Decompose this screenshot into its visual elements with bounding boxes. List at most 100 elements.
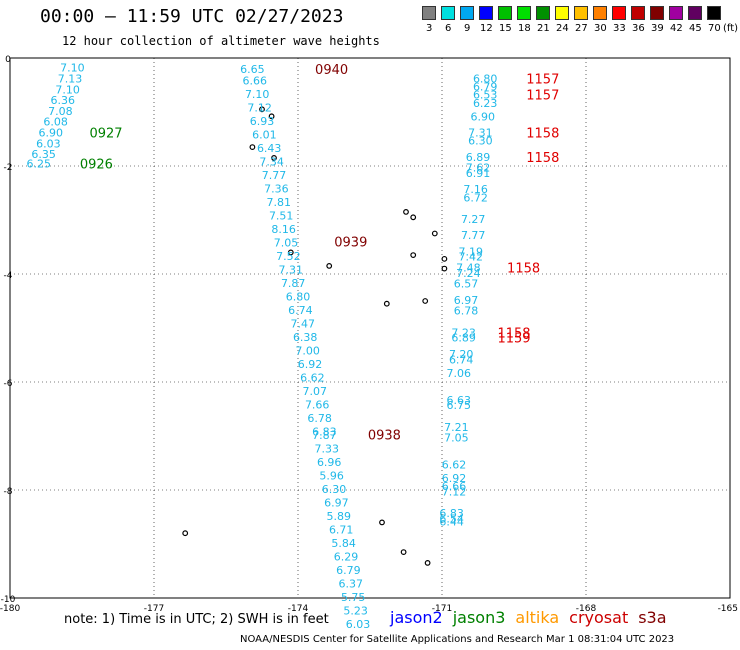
- legend-swatch: [688, 6, 702, 20]
- wave-height-value: 6.66: [442, 480, 467, 493]
- island-outline: [400, 549, 407, 555]
- wave-height-value: 6.96: [317, 456, 342, 469]
- wave-height-value: 7.24: [456, 267, 481, 280]
- legend-label: 21: [537, 23, 550, 34]
- lat-tick-label: 0: [5, 55, 11, 65]
- legend-swatch: [479, 6, 493, 20]
- wave-height-value: 6.23: [473, 97, 498, 110]
- wave-height-value: 7.06: [447, 367, 472, 380]
- wave-height-value: 7.16: [463, 183, 488, 196]
- wave-height-value: 6.75: [447, 399, 472, 412]
- wave-height-value: 6.92: [298, 358, 323, 371]
- legend-swatch: [631, 6, 645, 20]
- satellite-jason2-label: jason2: [390, 608, 443, 627]
- wave-height-value: 6.97: [324, 496, 349, 509]
- wave-height-value: 7.05: [444, 432, 469, 445]
- wave-height-value: 6.37: [339, 577, 364, 590]
- wave-height-value: 6.38: [293, 331, 318, 344]
- lon-tick-label: -165: [718, 604, 738, 614]
- wave-height-value: 6.30: [468, 135, 493, 148]
- page-title: 00:00 – 11:59 UTC 02/27/2023: [40, 6, 344, 27]
- legend-units: (ft): [723, 23, 739, 34]
- wave-height-value: 6.74: [288, 304, 313, 317]
- island-outline: [424, 560, 431, 566]
- island-outline: [422, 298, 429, 304]
- lat-tick-label: -4: [4, 271, 13, 281]
- wave-height-value: 7.23: [451, 326, 476, 339]
- wave-height-value: 6.78: [454, 305, 479, 318]
- legend-label: 33: [613, 23, 626, 34]
- wave-height-value: 6.30: [322, 483, 347, 496]
- legend-label: 27: [575, 23, 588, 34]
- legend-swatch: [517, 6, 531, 20]
- wave-height-value: 6.01: [252, 129, 277, 142]
- wave-height-value: 6.44: [439, 515, 464, 528]
- wave-height-value: 6.90: [39, 127, 64, 140]
- wave-height-value: 7.19: [459, 245, 484, 258]
- satellite-s3a-label: s3a: [638, 608, 667, 627]
- island-outline: [383, 300, 390, 307]
- wave-height-value: 7.62: [466, 162, 491, 175]
- lat-tick-label: -6: [4, 379, 13, 389]
- island-outline: [410, 252, 417, 259]
- legend-label: 24: [556, 23, 569, 34]
- pass-time-label: 0939: [334, 236, 367, 251]
- wave-height-value: 6.89: [466, 151, 491, 164]
- wave-height-value: 7.42: [459, 251, 484, 264]
- legend-label: 36: [632, 23, 645, 34]
- wave-height-value: 6.43: [257, 142, 282, 155]
- satellite-legend: jason2 jason3 altika cryosat s3a: [390, 608, 677, 627]
- wave-height-value: 6.25: [27, 157, 52, 170]
- legend-swatch: [612, 6, 626, 20]
- legend-swatch: [460, 6, 474, 20]
- wave-height-value: 6.79: [473, 81, 498, 94]
- wave-height-value: 7.10: [55, 83, 80, 96]
- wave-height-value: 6.90: [471, 110, 496, 123]
- pass-time-label: 0938: [368, 428, 401, 443]
- lon-tick-label: -171: [432, 604, 452, 614]
- wave-height-value: 7.36: [264, 183, 289, 196]
- wave-height-value: 6.89: [451, 332, 476, 345]
- island-outline: [431, 230, 438, 237]
- wave-height-value: 7.13: [58, 73, 83, 86]
- legend-label: 12: [480, 23, 493, 34]
- wave-height-value: 6.79: [336, 564, 361, 577]
- wave-height-value: 6.03: [36, 137, 61, 150]
- legend-label: 45: [689, 23, 702, 34]
- wave-height-value: 7.77: [262, 169, 287, 182]
- legend-swatch: [574, 6, 588, 20]
- island-outline: [441, 265, 448, 272]
- wave-height-value: 6.36: [51, 94, 76, 107]
- wave-height-value: 7.00: [295, 345, 320, 358]
- island-outline: [268, 113, 275, 120]
- wave-height-value: 5.89: [327, 510, 352, 523]
- legend-label: 15: [499, 23, 512, 34]
- island-outline: [182, 530, 189, 537]
- wave-height-value: 6.72: [463, 191, 488, 204]
- legend-label: 70: [708, 23, 721, 34]
- wave-height-value: 6.03: [346, 618, 371, 631]
- wave-height-value: 7.20: [449, 348, 474, 361]
- wave-height-value: 6.66: [243, 75, 268, 88]
- legend-swatch: [422, 6, 436, 20]
- lon-tick-label: -180: [0, 604, 20, 614]
- wave-height-value: 7.05: [274, 237, 299, 250]
- wave-height-value: 6.54: [439, 513, 464, 526]
- island-outline: [403, 208, 409, 215]
- wave-height-value: 7.34: [259, 156, 284, 169]
- wave-height-value: 7.33: [315, 442, 340, 455]
- wave-height-value: 6.62: [300, 372, 325, 385]
- wave-height-value: 6.80: [473, 73, 498, 86]
- legend-label: 6: [445, 23, 452, 34]
- wave-height-value: 6.65: [240, 63, 265, 76]
- pass-time-label: 1157: [526, 73, 559, 88]
- island-outline: [410, 214, 417, 221]
- pass-time-label: 1158: [507, 262, 540, 277]
- legend-swatch: [707, 6, 721, 20]
- satellite-cryosat-label: cryosat: [569, 608, 629, 627]
- legend-swatch: [536, 6, 550, 20]
- legend-swatch: [669, 6, 683, 20]
- wave-height-value: 6.93: [250, 115, 275, 128]
- pass-time-label: 1159: [497, 332, 530, 347]
- wave-height-value: 7.21: [444, 421, 469, 434]
